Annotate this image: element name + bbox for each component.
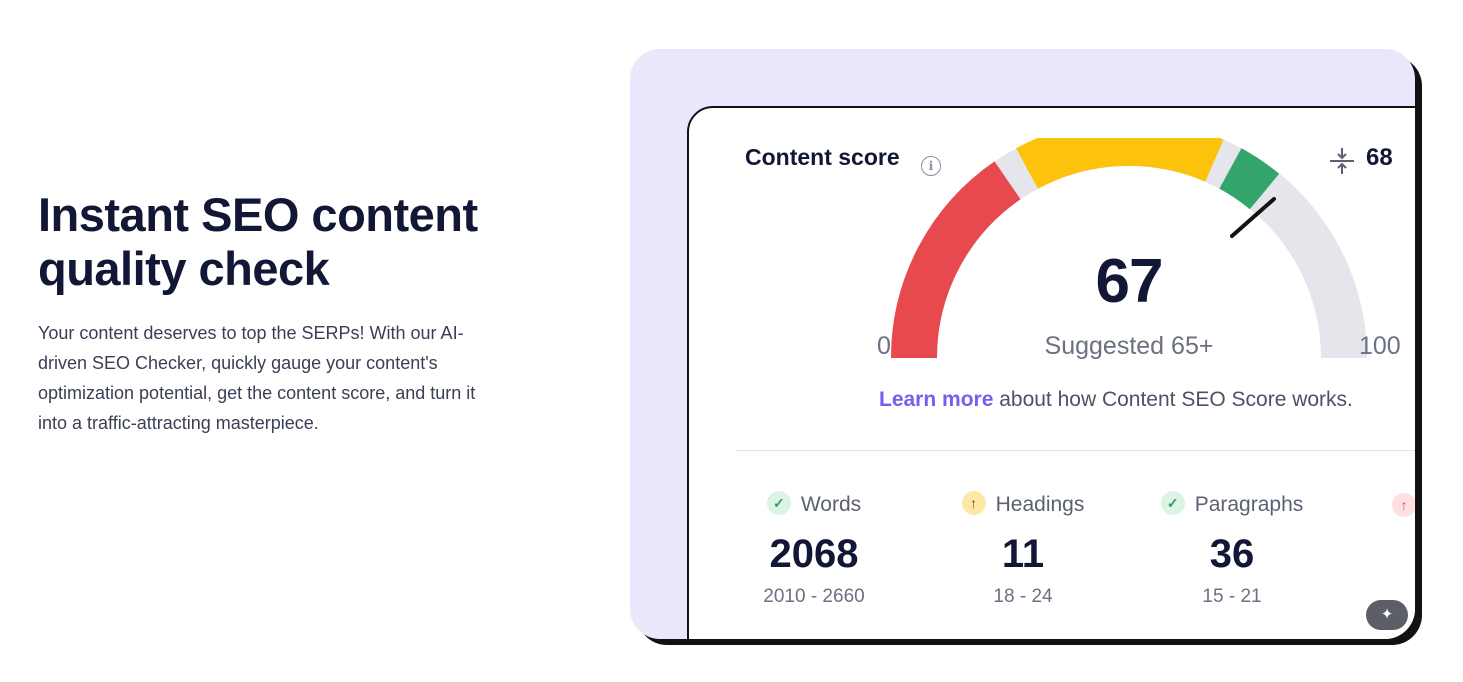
suggested-score: Suggested 65+	[1044, 332, 1214, 360]
metric-value: 11	[1001, 532, 1045, 576]
metric-range: 15 - 21	[1202, 586, 1262, 607]
gauge-min-label: 0	[877, 332, 891, 360]
check-icon: ✓	[766, 491, 791, 516]
metric-range: 18 - 24	[993, 586, 1053, 607]
content-score-card: Content score i 68 67 Suggested 65+ 0 10…	[687, 106, 1415, 639]
gauge-green-segment	[1218, 148, 1280, 210]
content-score-panel: Content score i 68 67 Suggested 65+ 0 10…	[630, 49, 1415, 639]
info-icon[interactable]: i	[921, 156, 941, 176]
metric-range: 2010 - 2660	[763, 586, 865, 607]
metric-label: Headings	[995, 493, 1085, 516]
metric-value: 2068	[769, 532, 859, 576]
gauge-max-label: 100	[1359, 332, 1401, 360]
gauge-yellow-segment	[1016, 138, 1224, 189]
compare-arrows-icon	[1330, 148, 1354, 174]
card-title: Content score	[745, 144, 900, 170]
metric-value: 36	[1209, 532, 1255, 576]
metric-label: Words	[800, 493, 862, 516]
metric-paragraphs: ✓ Paragraphs 36 15 - 21	[1132, 490, 1332, 608]
hero-description: Your content deserves to top the SERPs! …	[38, 323, 476, 433]
check-icon: ✓	[1160, 491, 1185, 516]
magic-wand-icon: ✦	[1380, 606, 1394, 623]
metric-label: Paragraphs	[1194, 493, 1304, 516]
gauge-marker	[1230, 197, 1276, 238]
content-score-value: 67	[1095, 247, 1164, 316]
metric-headings: ↑ Headings 11 18 - 24	[923, 490, 1123, 608]
hero-title: Instant SEO content quality check	[38, 188, 478, 295]
arrow-up-icon: ↑	[961, 491, 986, 516]
learn-more-link[interactable]: Learn more	[879, 388, 994, 411]
score-gauge	[890, 138, 1367, 359]
learn-more-text: Learn more about how Content SEO Score w…	[879, 388, 1353, 412]
learn-more-description: about how Content SEO Score works.	[993, 388, 1353, 411]
gauge-red-segment	[890, 161, 1021, 359]
metric-words: ✓ Words 2068 2010 - 2660	[714, 490, 914, 608]
arrow-up-icon: ↑	[1392, 493, 1415, 517]
divider	[735, 450, 1415, 451]
magic-wand-button[interactable]: ✦	[1366, 600, 1408, 630]
compare-value: 68	[1366, 144, 1393, 171]
